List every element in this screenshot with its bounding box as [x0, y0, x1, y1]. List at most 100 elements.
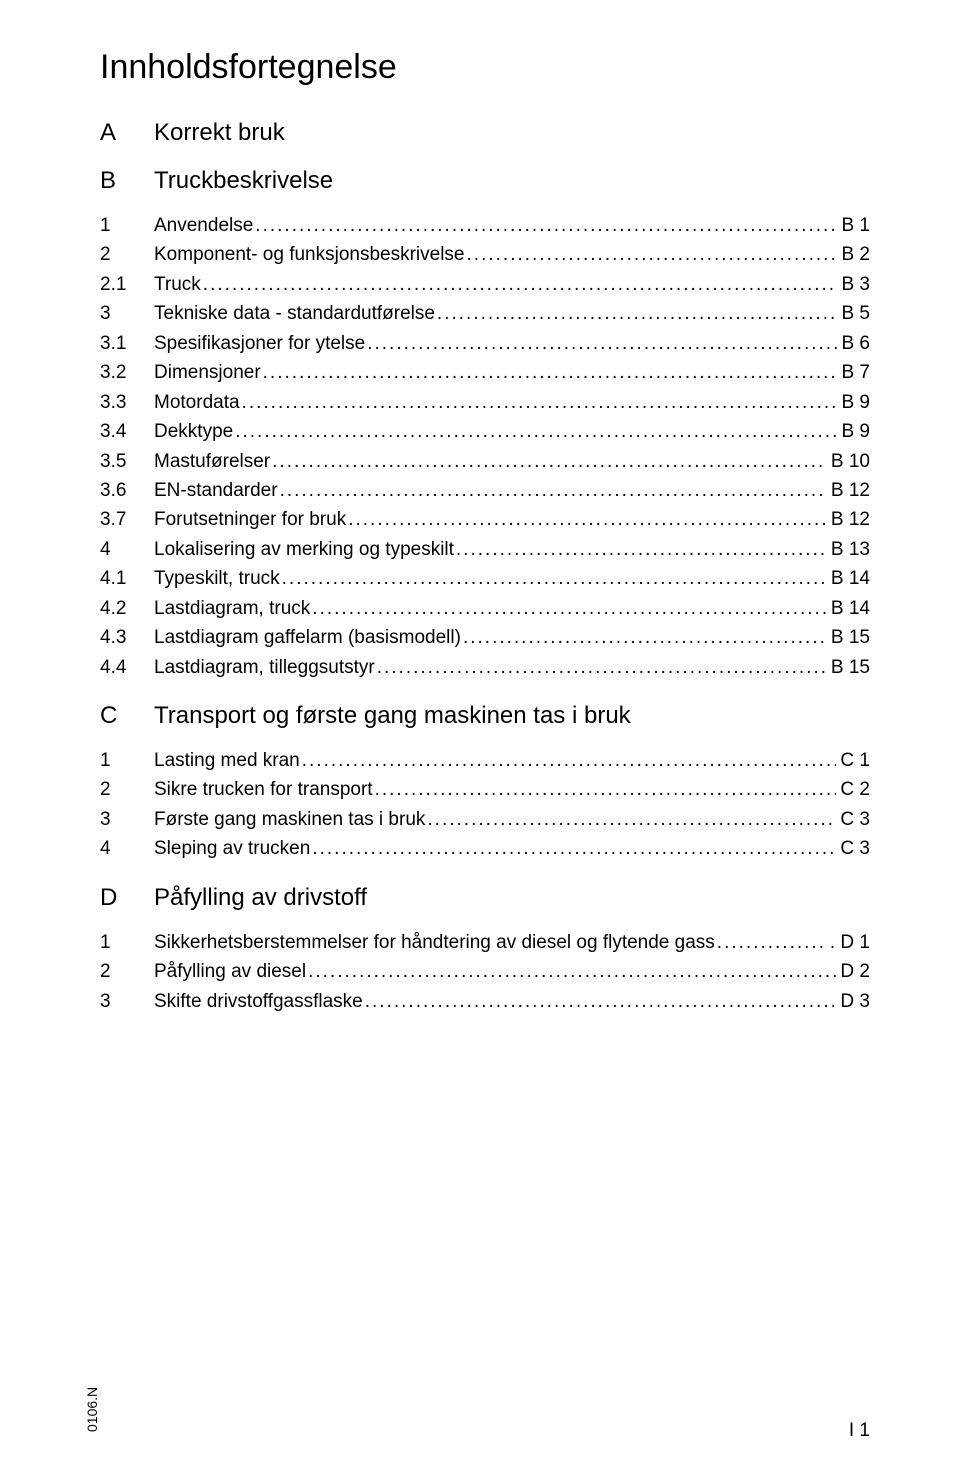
section-entries-b: 1AnvendelseB 1 2Komponent- og funksjonsb…: [100, 211, 870, 682]
toc-label: Påfylling av diesel: [154, 957, 306, 986]
toc-entry: 3.4Dekktype B 9: [100, 417, 870, 446]
toc-label: Lastdiagram, tilleggsutstyr: [154, 653, 375, 682]
toc-entry: 4.1Typeskilt, truck B 14: [100, 564, 870, 593]
toc-dots: [425, 805, 836, 834]
toc-entry: 3.3MotordataB 9: [100, 388, 870, 417]
toc-dots: [233, 417, 837, 446]
toc-page: B 7: [837, 358, 870, 387]
toc-label: Sikre trucken for transport: [154, 775, 373, 804]
toc-label: Dimensjoner: [154, 358, 261, 387]
toc-num: 1: [100, 928, 154, 957]
toc-dots: [253, 211, 837, 240]
toc-label: Skifte drivstoffgassflaske: [154, 987, 363, 1016]
toc-page: B 14: [827, 594, 870, 623]
section-name: Truckbeskrivelse: [154, 167, 333, 195]
toc-page: C 3: [836, 805, 870, 834]
toc-label: Forutsetninger for bruk: [154, 505, 346, 534]
toc-page: B 13: [827, 535, 870, 564]
toc-dots: [373, 775, 837, 804]
toc-page: B 9: [837, 417, 870, 446]
toc-page: . D 1: [826, 928, 870, 957]
toc-num: 3.4: [100, 417, 154, 446]
toc-label: Lokalisering av merking og typeskilt: [154, 535, 454, 564]
toc-dots: [201, 270, 838, 299]
page-title: Innholdsfortegnelse: [100, 48, 870, 87]
section-entries-d: 1Sikkerhetsberstemmelser for håndtering …: [100, 928, 870, 1016]
toc-num: 2.1: [100, 270, 154, 299]
toc-label: Sikkerhetsberstemmelser for håndtering a…: [154, 928, 715, 957]
toc-num: 3.5: [100, 447, 154, 476]
toc-dots: [454, 535, 827, 564]
toc-page: B 15: [827, 623, 870, 652]
toc-num: 1: [100, 211, 154, 240]
toc-dots: [310, 834, 836, 863]
toc-entry: 3.1Spesifikasjoner for ytelseB 6: [100, 329, 870, 358]
toc-num: 4.3: [100, 623, 154, 652]
toc-num: 1: [100, 746, 154, 775]
section-letter: A: [100, 119, 154, 147]
toc-entry: 3.6EN-standarder B 12: [100, 476, 870, 505]
toc-dots: [240, 388, 838, 417]
toc-page: C 1: [836, 746, 870, 775]
footer-page-number: I 1: [849, 1420, 870, 1442]
toc-label: Lastdiagram gaffelarm (basismodell): [154, 623, 461, 652]
toc-entry: 3.5MastuførelserB 10: [100, 447, 870, 476]
toc-label: Lasting med kran: [154, 746, 300, 775]
toc-label: EN-standarder: [154, 476, 278, 505]
toc-num: 3: [100, 805, 154, 834]
toc-page: D 2: [836, 957, 870, 986]
toc-dots: [278, 476, 827, 505]
toc-entry: 1Lasting med kran C 1: [100, 746, 870, 775]
toc-label: Komponent- og funksjonsbeskrivelse: [154, 240, 465, 269]
section-letter: D: [100, 884, 154, 912]
toc-page: B 15: [827, 653, 870, 682]
toc-dots: [375, 653, 827, 682]
section-letter: C: [100, 702, 154, 730]
toc-page: D 3: [836, 987, 870, 1016]
toc-entry: 2Påfylling av diesel D 2: [100, 957, 870, 986]
toc-dots: [715, 928, 826, 957]
toc-entry: 4.4Lastdiagram, tilleggsutstyr B 15: [100, 653, 870, 682]
toc-entry: 2.1TruckB 3: [100, 270, 870, 299]
toc-label: Sleping av trucken: [154, 834, 310, 863]
toc-page: B 9: [837, 388, 870, 417]
section-heading-d: D Påfylling av drivstoff: [100, 884, 870, 912]
toc-num: 3.3: [100, 388, 154, 417]
toc-dots: [300, 746, 837, 775]
toc-num: 3: [100, 987, 154, 1016]
section-heading-a: A Korrekt bruk: [100, 119, 870, 147]
section-heading-b: B Truckbeskrivelse: [100, 167, 870, 195]
section-letter: B: [100, 167, 154, 195]
toc-dots: [465, 240, 838, 269]
toc-num: 2: [100, 957, 154, 986]
section-entries-c: 1Lasting med kran C 1 2Sikre trucken for …: [100, 746, 870, 864]
toc-entry: 3Skifte drivstoffgassflaske D 3: [100, 987, 870, 1016]
toc-label: Dekktype: [154, 417, 233, 446]
toc-page: C 3: [836, 834, 870, 863]
toc-label: Typeskilt, truck: [154, 564, 280, 593]
toc-dots: [280, 564, 827, 593]
toc-label: Første gang maskinen tas i bruk: [154, 805, 425, 834]
toc-dots: [346, 505, 827, 534]
footer-code: 0106.N: [84, 1387, 100, 1432]
section-heading-c: C Transport og første gang maskinen tas …: [100, 702, 870, 730]
toc-entry: 4Sleping av truckenC 3: [100, 834, 870, 863]
toc-page: B 5: [837, 299, 870, 328]
toc-page: B 12: [827, 476, 870, 505]
toc-dots: [435, 299, 838, 328]
toc-page: B 12: [827, 505, 870, 534]
toc-entry: 3Første gang maskinen tas i bruk C 3: [100, 805, 870, 834]
toc-page: B 2: [837, 240, 870, 269]
toc-dots: [306, 957, 836, 986]
toc-page: B 14: [827, 564, 870, 593]
toc-num: 2: [100, 775, 154, 804]
section-name: Påfylling av drivstoff: [154, 884, 367, 912]
toc-num: 3: [100, 299, 154, 328]
toc-num: 3.6: [100, 476, 154, 505]
toc-dots: [461, 623, 827, 652]
toc-num: 4.4: [100, 653, 154, 682]
toc-num: 4.2: [100, 594, 154, 623]
toc-num: 4.1: [100, 564, 154, 593]
toc-entry: 4.3Lastdiagram gaffelarm (basismodell) B …: [100, 623, 870, 652]
toc-num: 3.2: [100, 358, 154, 387]
